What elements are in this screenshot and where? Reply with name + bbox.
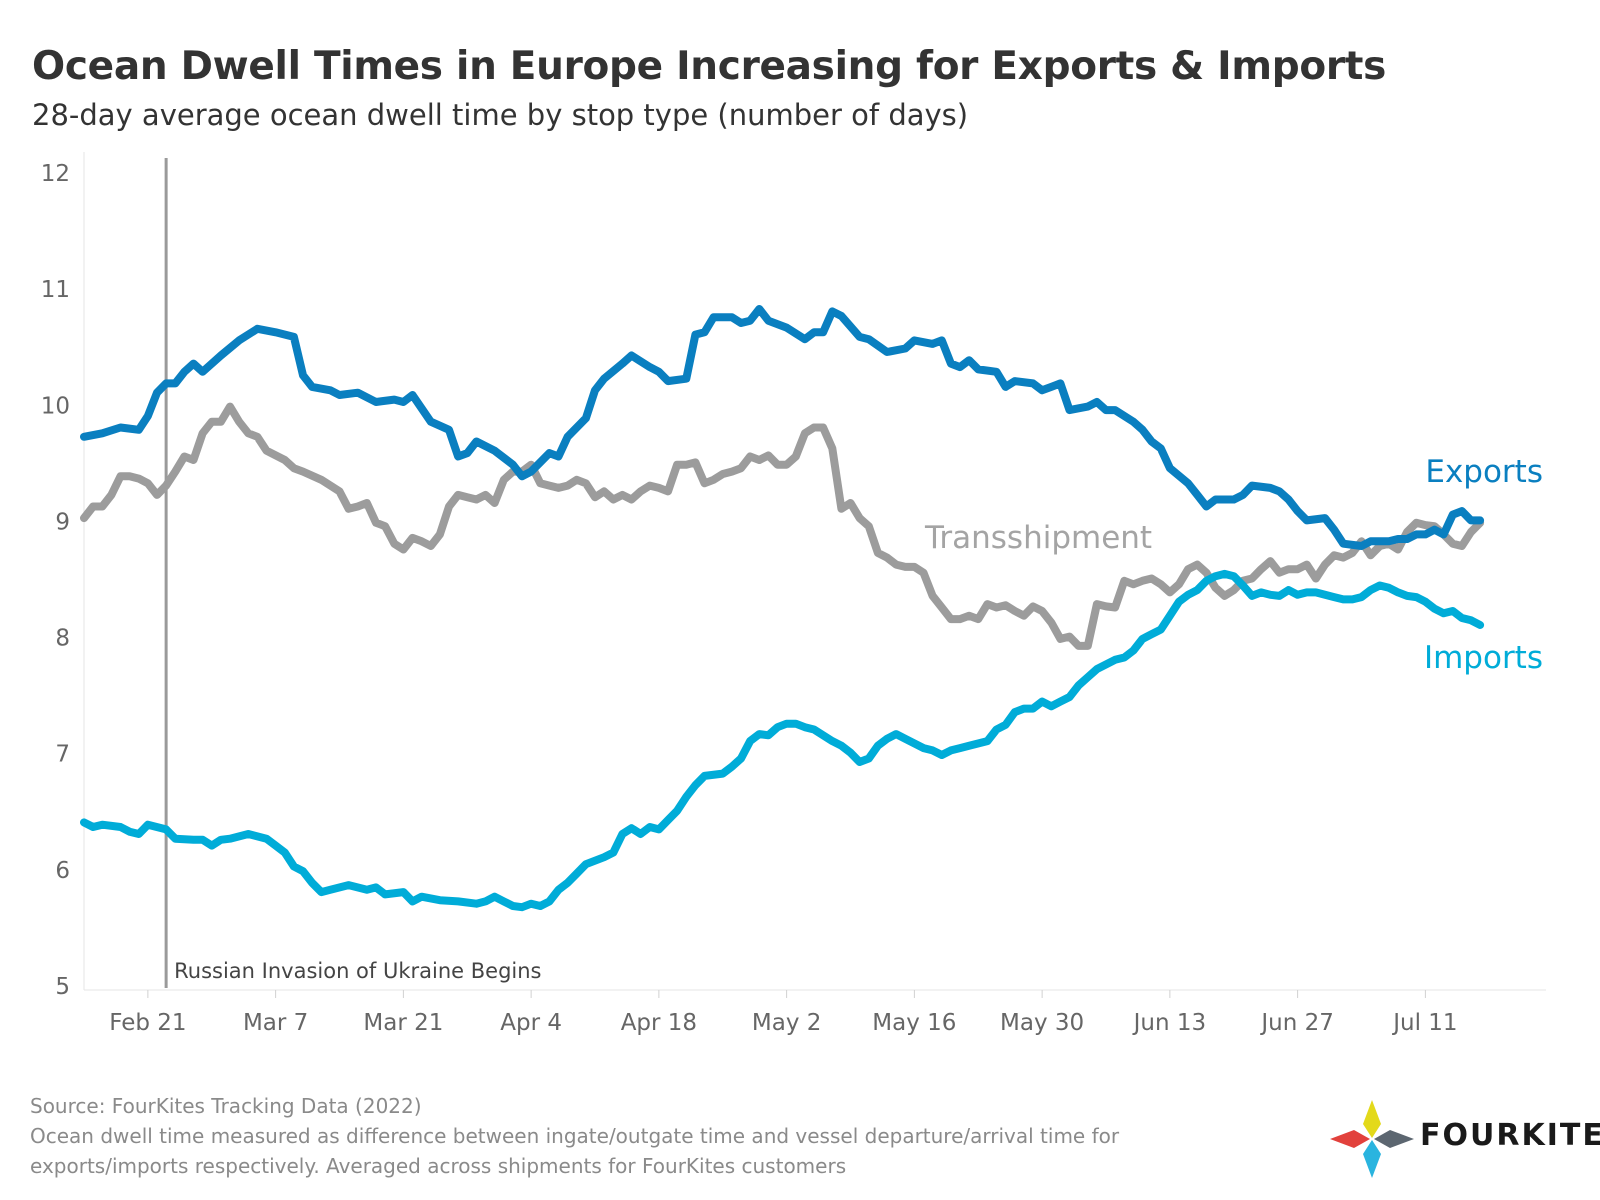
chart-series xyxy=(80,305,1485,912)
kite-icon xyxy=(1330,1100,1414,1178)
x-tick-label: Jul 11 xyxy=(1391,1010,1457,1036)
footnote-note-line-2: exports/imports respectively. Averaged a… xyxy=(30,1154,847,1178)
series-label-imports: Imports xyxy=(1424,640,1543,676)
footnote: Source: FourKites Tracking Data (2022) O… xyxy=(30,1091,1210,1181)
series-label-transshipment: Transshipment xyxy=(924,520,1152,556)
series-line-exports xyxy=(80,305,1485,550)
y-tick-label: 11 xyxy=(41,277,70,303)
x-tick-label: May 30 xyxy=(1000,1010,1084,1036)
y-tick-label: 5 xyxy=(55,974,70,1000)
y-tick-label: 7 xyxy=(55,742,70,768)
series-line-transshipment xyxy=(80,402,1485,650)
y-axis-ticks: 5 6 7 8 9 10 11 12 xyxy=(41,161,70,1000)
series-label-exports: Exports xyxy=(1425,454,1543,490)
x-axis-ticks: Feb 21 Mar 7 Mar 21 Apr 4 Apr 18 May 2 May 16 M… xyxy=(109,990,1458,1036)
x-tick-label: May 16 xyxy=(872,1010,956,1036)
series-line-imports xyxy=(80,569,1485,912)
x-tick-label: Apr 4 xyxy=(500,1010,562,1036)
x-tick-label: Jun 27 xyxy=(1259,1010,1334,1036)
x-tick-label: Apr 18 xyxy=(621,1010,697,1036)
y-tick-label: 12 xyxy=(41,161,70,187)
logo-wordmark: FOURKITES xyxy=(1420,1118,1600,1153)
fourkites-logo: FOURKITES xyxy=(1322,1098,1600,1180)
footnote-source: Source: FourKites Tracking Data (2022) xyxy=(30,1094,422,1118)
y-tick-label: 9 xyxy=(55,509,70,535)
y-tick-label: 8 xyxy=(55,626,70,652)
chart-subtitle: 28-day average ocean dwell time by stop … xyxy=(32,98,969,132)
series-labels: Exports Transshipment Imports xyxy=(924,454,1543,676)
chart-annotations: Russian Invasion of Ukraine Begins xyxy=(164,158,542,988)
x-tick-label: Mar 7 xyxy=(243,1010,308,1036)
chart-title: Ocean Dwell Times in Europe Increasing f… xyxy=(32,44,1387,89)
invasion-marker-label: Russian Invasion of Ukraine Begins xyxy=(174,959,541,983)
y-tick-label: 6 xyxy=(55,858,70,884)
x-tick-label: May 2 xyxy=(752,1010,822,1036)
x-tick-label: Mar 21 xyxy=(363,1010,443,1036)
y-tick-label: 10 xyxy=(41,393,70,419)
chart-axes xyxy=(83,152,1546,991)
footnote-note-line-1: Ocean dwell time measured as difference … xyxy=(30,1124,1120,1148)
x-tick-label: Jun 13 xyxy=(1132,1010,1207,1036)
line-chart: 5 6 7 8 9 10 11 12 Feb 21 Mar 7 Mar 21 Apr 4 Apr 18… xyxy=(41,152,1546,1036)
x-tick-label: Feb 21 xyxy=(109,1010,186,1036)
